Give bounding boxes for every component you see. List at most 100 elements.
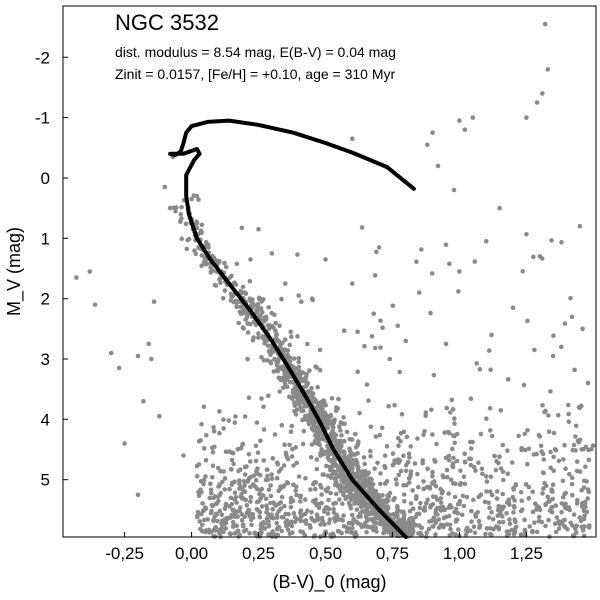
star-point [474,361,480,366]
star-point [500,442,506,448]
star-point [429,407,434,413]
star-point [304,521,309,526]
star-point [250,304,255,309]
star-point [401,492,407,497]
star-point [488,531,493,537]
star-point [432,479,437,484]
star-point [385,504,391,510]
star-point [325,455,331,460]
star-point [304,384,309,389]
star-point [571,442,577,448]
star-point [310,297,316,303]
star-point [525,428,530,433]
star-point [523,482,529,487]
star-point [325,425,331,430]
star-point [261,358,267,363]
star-point [484,489,489,494]
star-point [390,303,396,309]
star-point [327,517,333,522]
star-point [327,464,333,470]
star-point [223,520,229,526]
star-point [282,503,287,509]
star-point [497,205,502,211]
star-point [260,493,266,498]
star-point [279,515,285,520]
star-point [522,431,527,437]
star-point [257,514,263,519]
star-point [204,433,209,438]
star-point [268,360,274,366]
star-point [237,508,242,514]
star-point [320,406,325,411]
star-point [490,516,496,522]
star-point [453,481,458,487]
star-point [346,526,352,531]
star-point [224,517,229,522]
star-point [295,366,301,371]
star-point [283,353,288,359]
star-point [310,391,316,396]
star-point [248,475,253,480]
star-point [239,289,244,295]
star-point [526,446,532,452]
star-point [171,205,176,210]
star-point [433,510,438,516]
star-point [325,505,330,511]
star-point [278,506,284,512]
star-point [415,436,420,441]
star-point [272,356,277,362]
star-point [271,369,277,374]
star-point [408,501,414,506]
star-point [309,442,315,447]
star-point [269,324,275,329]
star-point [309,386,314,391]
star-point [340,455,346,460]
star-point [293,488,299,493]
star-point [355,329,360,335]
star-point [585,496,590,501]
star-point [494,489,500,494]
star-point [391,497,396,503]
star-point [274,475,280,481]
star-point [573,434,578,439]
star-point [208,529,213,535]
star-point [239,512,245,517]
star-point [237,481,242,487]
star-point [498,408,504,413]
star-point [199,222,205,228]
star-point [438,500,444,506]
star-point [448,526,453,532]
star-point [510,494,515,500]
star-point [245,479,250,484]
star-point [199,422,204,427]
star-point [393,477,399,482]
star-point [212,494,218,499]
star-point [446,458,452,463]
star-point [258,306,264,311]
star-point [566,411,571,417]
star-point [477,525,482,531]
star-point [116,365,122,371]
star-point [496,520,502,525]
star-point [446,491,452,496]
star-point [476,518,482,524]
star-point [253,458,259,464]
star-point [355,521,361,526]
star-point [407,455,412,460]
star-point [302,497,308,502]
star-point [350,281,355,286]
star-point [476,460,481,466]
star-point [273,328,278,334]
star-point [270,507,276,512]
plot-frame [62,5,597,538]
star-point [257,491,262,497]
star-point [279,494,285,500]
star-point [396,443,401,449]
y-tick-label: 0 [41,169,50,188]
star-point [436,517,442,522]
star-point [399,509,405,515]
star-point [402,499,407,504]
star-point [468,456,474,462]
star-point [473,512,478,517]
star-point [579,403,584,409]
